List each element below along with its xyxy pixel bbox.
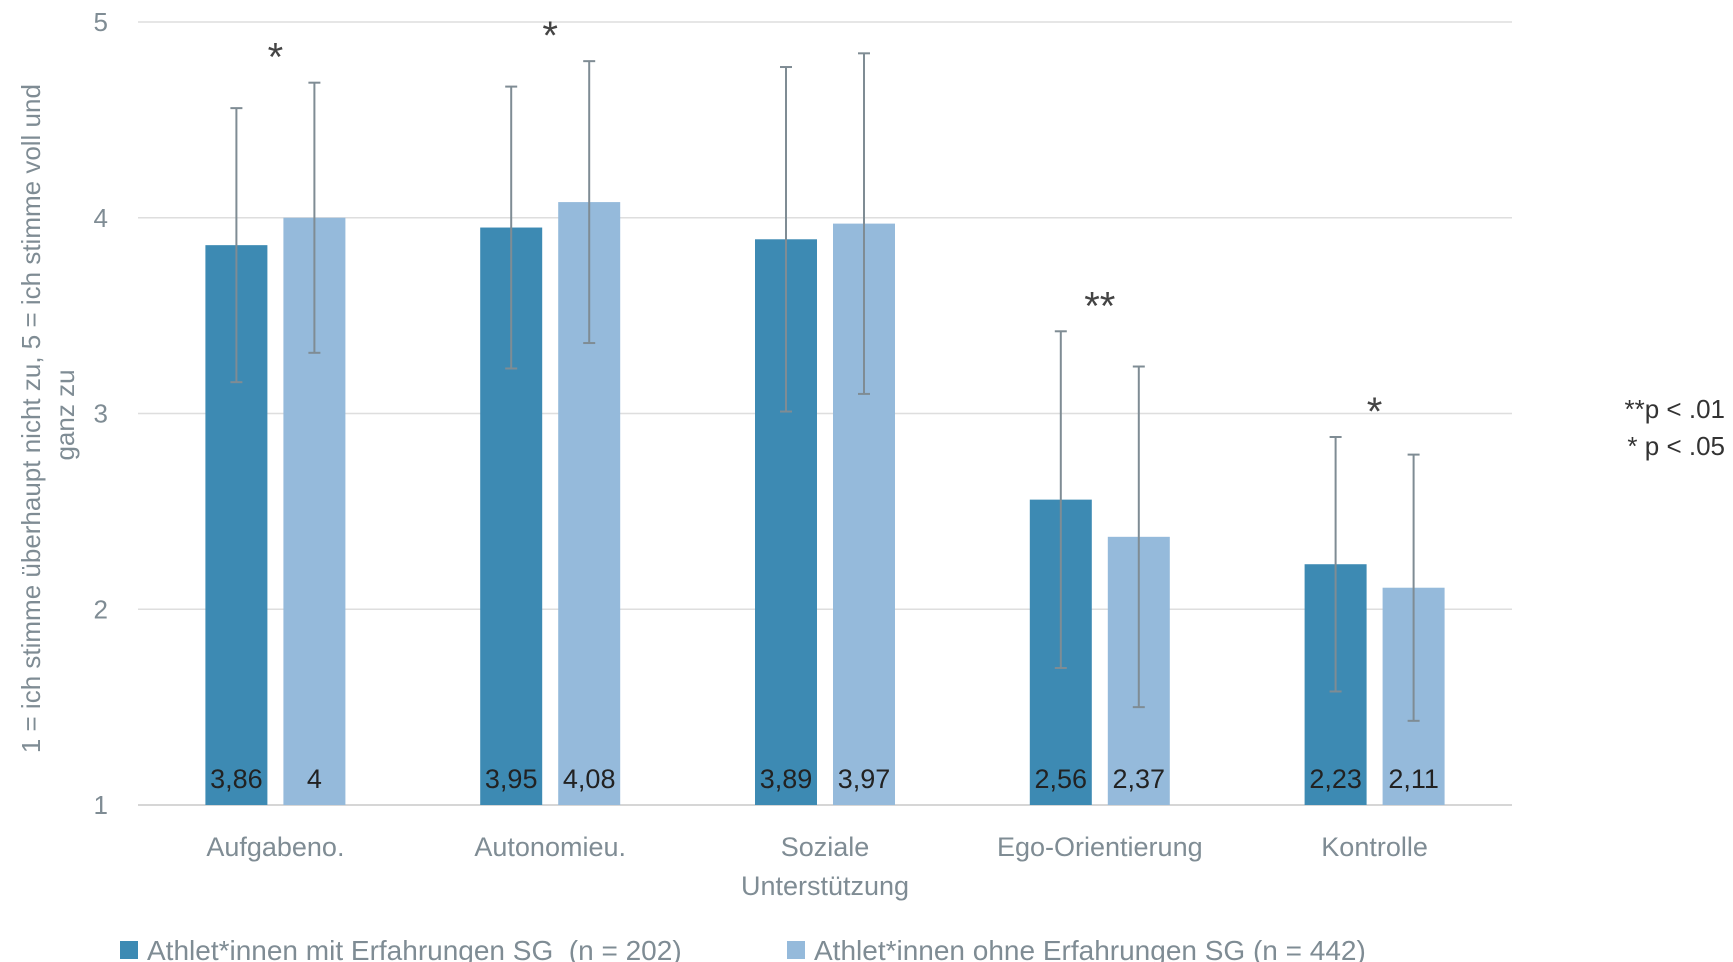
significance-marker-1: * [268,36,284,80]
y-axis-label-line-2: ganz zu [50,369,80,460]
x-category-label: Kontrolle [1321,832,1428,862]
data-label-s1-3: 3,89 [760,764,813,794]
data-label-s1-4: 2,56 [1035,764,1088,794]
y-tick-label: 3 [94,399,108,429]
legend-swatch-series-2 [787,941,805,959]
data-label-s2-1: 4 [307,764,322,794]
y-tick-label: 1 [94,790,108,820]
significance-markers: * **** [268,14,1383,434]
data-label-s1-1: 3,86 [210,764,263,794]
legend-label-series-2: Athlet*innen ohne Erfahrungen SG (n = 44… [814,935,1366,962]
x-category-label: Aufgabeno. [206,832,344,862]
y-tick-label: 2 [94,594,108,624]
gridlines [138,21,1512,806]
legend-label-series-1: Athlet*innen mit Erfahrungen SG (n = 202… [147,935,682,962]
x-category-label: Ego-Orientierung [997,832,1203,862]
x-axis-categories: Aufgabeno. Autonomieu. Soziale Unterstützun… [206,832,1428,901]
x-category-label: Autonomieu. [474,832,626,862]
significance-marker-4: ** [1084,284,1115,328]
legend: Athlet*innen mit Erfahrungen SG (n = 202… [120,935,1366,962]
data-label-s2-2: 4,08 [563,764,616,794]
y-tick-label: 4 [94,203,108,233]
data-labels: 3,86 4 3,95 4,08 3,89 3,97 2,56 2,37 2,23 2,11 [210,764,1439,794]
data-label-s1-5: 2,23 [1309,764,1362,794]
data-label-s1-2: 3,95 [485,764,538,794]
significance-note: **p < .01 * p < .05 [1625,394,1725,461]
data-label-s2-4: 2,37 [1113,764,1166,794]
note-p01: **p < .01 [1625,394,1725,424]
y-axis-ticks: 1 2 3 4 5 [94,7,108,820]
significance-marker-5: * [1367,390,1383,434]
y-axis-label-line-1: 1 = ich stimme überhaupt nicht zu, 5 = i… [16,84,46,753]
bars [205,202,1445,806]
data-label-s2-3: 3,97 [838,764,891,794]
note-p05: * p < .05 [1627,431,1725,461]
x-category-label: Soziale Unterstützung [741,832,909,901]
y-tick-label: 5 [94,7,108,37]
legend-swatch-series-1 [120,941,138,959]
y-axis-label: 1 = ich stimme überhaupt nicht zu, 5 = i… [16,77,80,753]
error-bars [230,52,1420,722]
data-label-s2-5: 2,11 [1388,764,1439,794]
significance-marker-2: * [542,14,558,58]
